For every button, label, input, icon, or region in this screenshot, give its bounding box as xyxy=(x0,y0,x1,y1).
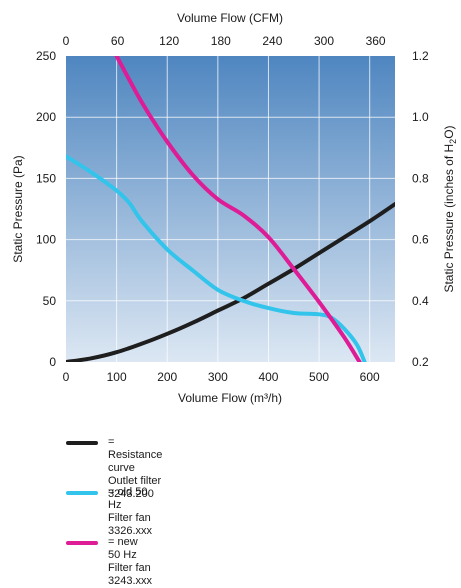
x-tick-label: 600 xyxy=(360,370,380,384)
legend-swatch-new xyxy=(66,541,98,545)
series-line-resistance xyxy=(66,202,395,362)
x-tick-label: 0 xyxy=(63,370,70,384)
legend-subline: Outlet filter 3243.200 xyxy=(108,475,162,500)
legend-swatch-old xyxy=(66,491,98,495)
y-tick-label: 150 xyxy=(36,171,56,185)
y-right-axis-title: Static Pressure (inches of H2O) xyxy=(442,125,458,292)
y-right-tick-label: 0.4 xyxy=(412,294,429,308)
x-top-tick-label: 0 xyxy=(63,34,70,48)
y-tick-label: 50 xyxy=(43,294,57,308)
y-right-tick-label: 0.8 xyxy=(412,171,429,185)
y-tick-label: 250 xyxy=(36,49,56,63)
legend-label-new: = new 50 Hz Filter fan 3243.xxx xyxy=(108,536,152,588)
x-top-tick-label: 360 xyxy=(366,34,386,48)
y-right-tick-label: 1.0 xyxy=(412,110,429,124)
x-top-axis-title: Volume Flow (CFM) xyxy=(177,11,283,25)
legend-line: = new 50 Hz xyxy=(108,536,138,561)
legend-swatch-resistance xyxy=(66,441,98,445)
legend-line: = Resistance curve xyxy=(108,436,163,474)
y-axis-title: Static Pressure (Pa) xyxy=(11,155,25,262)
pressure-flow-chart: 0 100 200 300 400 500 600 0 50 100 150 200 250 0 60 120… xyxy=(11,11,458,405)
x-top-tick-label: 180 xyxy=(211,34,231,48)
x-top-tick-label: 60 xyxy=(111,34,125,48)
x-tick-label: 300 xyxy=(208,370,228,384)
x-tick-label: 200 xyxy=(157,370,177,384)
x-tick-label: 100 xyxy=(107,370,127,384)
x-tick-label: 500 xyxy=(309,370,329,384)
legend-line: = old 50 Hz xyxy=(108,486,148,511)
x-top-tick-label: 240 xyxy=(262,34,282,48)
y-right-tick-label: 0.6 xyxy=(412,233,429,247)
legend-label-old: = old 50 Hz Filter fan 3326.xxx xyxy=(108,486,152,538)
y-right-tick-label: 1.2 xyxy=(412,49,429,63)
y-tick-label: 0 xyxy=(49,355,56,369)
x-tick-label: 400 xyxy=(258,370,278,384)
legend-label-resistance: = Resistance curve Outlet filter 3243.20… xyxy=(108,436,162,501)
series-line-old xyxy=(66,154,367,362)
legend-subline: Filter fan 3326.xxx xyxy=(108,512,153,537)
y-tick-label: 200 xyxy=(36,110,56,124)
x-top-tick-label: 120 xyxy=(159,34,179,48)
y-tick-label: 100 xyxy=(36,233,56,247)
y-right-tick-label: 0.2 xyxy=(412,355,429,369)
legend-subline: Filter fan 3243.xxx xyxy=(108,562,153,587)
x-axis-title: Volume Flow (m³/h) xyxy=(178,391,282,405)
grid-lines xyxy=(66,56,395,362)
x-top-tick-label: 300 xyxy=(314,34,334,48)
series-line-new xyxy=(114,56,362,362)
